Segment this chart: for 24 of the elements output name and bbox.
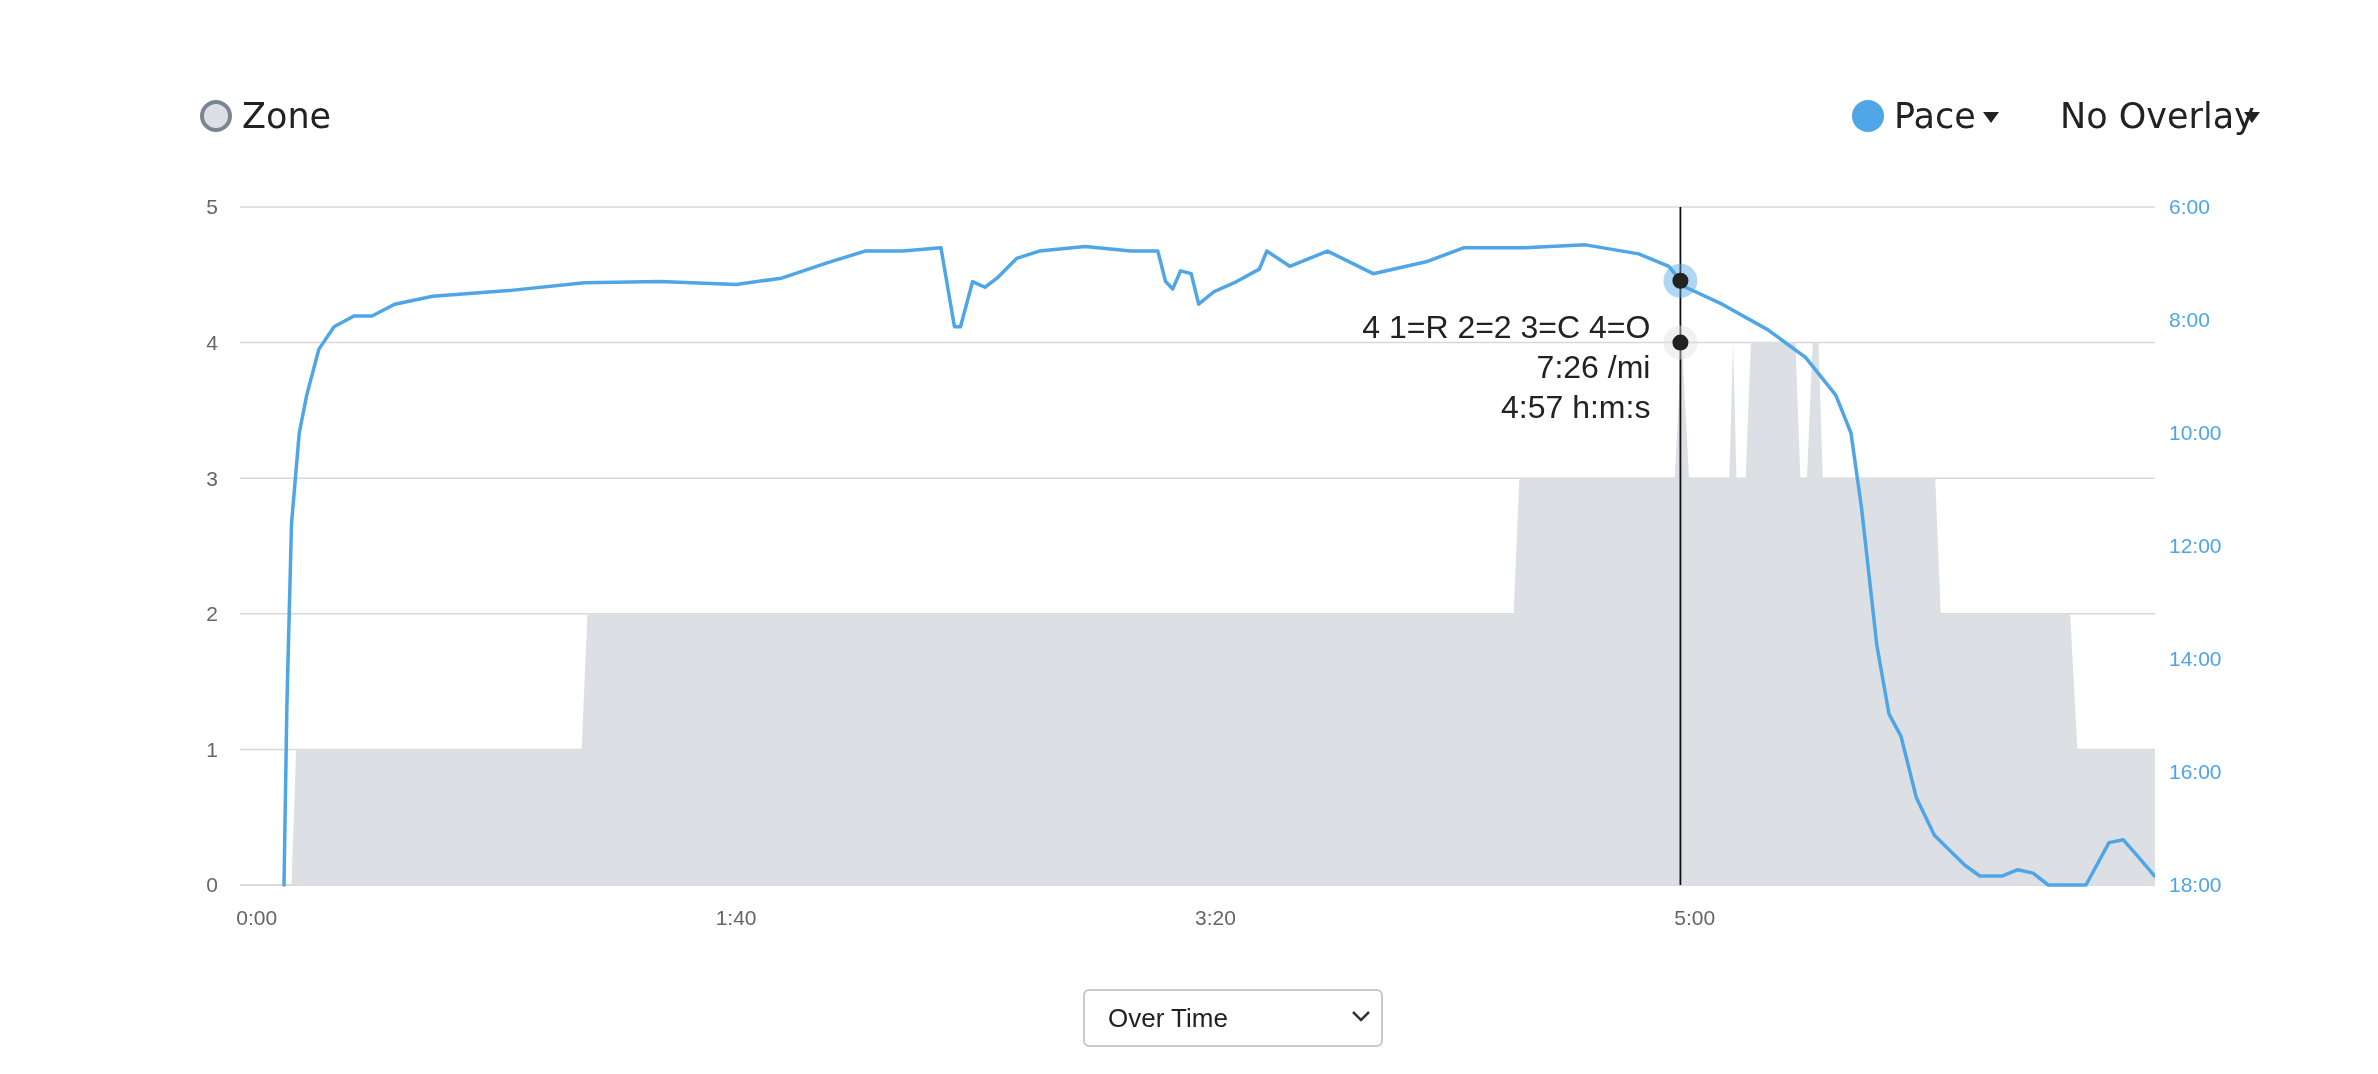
x-tick-label: 0:00 <box>236 906 278 929</box>
y2-tick-label: 12:00 <box>2169 534 2222 558</box>
y2-tick-label: 16:00 <box>2169 760 2222 784</box>
annotation: 7:26 /mi <box>1536 349 1651 385</box>
y-tick-label: 1 <box>206 737 218 761</box>
y-tick-label: 3 <box>206 466 218 490</box>
y2-tick-label: 8:00 <box>2169 308 2210 332</box>
x-tick-label: 1:40 <box>715 906 757 929</box>
annotation: 4 1=R 2=2 3=C 4=O <box>1362 309 1651 345</box>
legend-label: Zone <box>242 96 332 137</box>
x-tick-label: 5:00 <box>1674 906 1716 929</box>
legend-label: Pace <box>1894 96 1976 137</box>
y-tick-label: 5 <box>206 195 218 219</box>
select-box: Over Time <box>1083 989 1383 1047</box>
y2-tick-label: 10:00 <box>2169 421 2222 445</box>
y2-tick-label: 18:00 <box>2169 873 2222 897</box>
y2-tick-label: 14:00 <box>2169 647 2222 671</box>
y2-tick-label: 6:00 <box>2169 195 2210 219</box>
y-tick-label: 2 <box>206 602 218 626</box>
y-tick-label: 0 <box>206 873 218 897</box>
y-tick-label: 4 <box>206 330 219 354</box>
text: No Overlay <box>2060 96 2255 137</box>
annotation: 4:57 h:m:s <box>1501 389 1651 425</box>
x-tick-label: 3:20 <box>1194 906 1236 929</box>
